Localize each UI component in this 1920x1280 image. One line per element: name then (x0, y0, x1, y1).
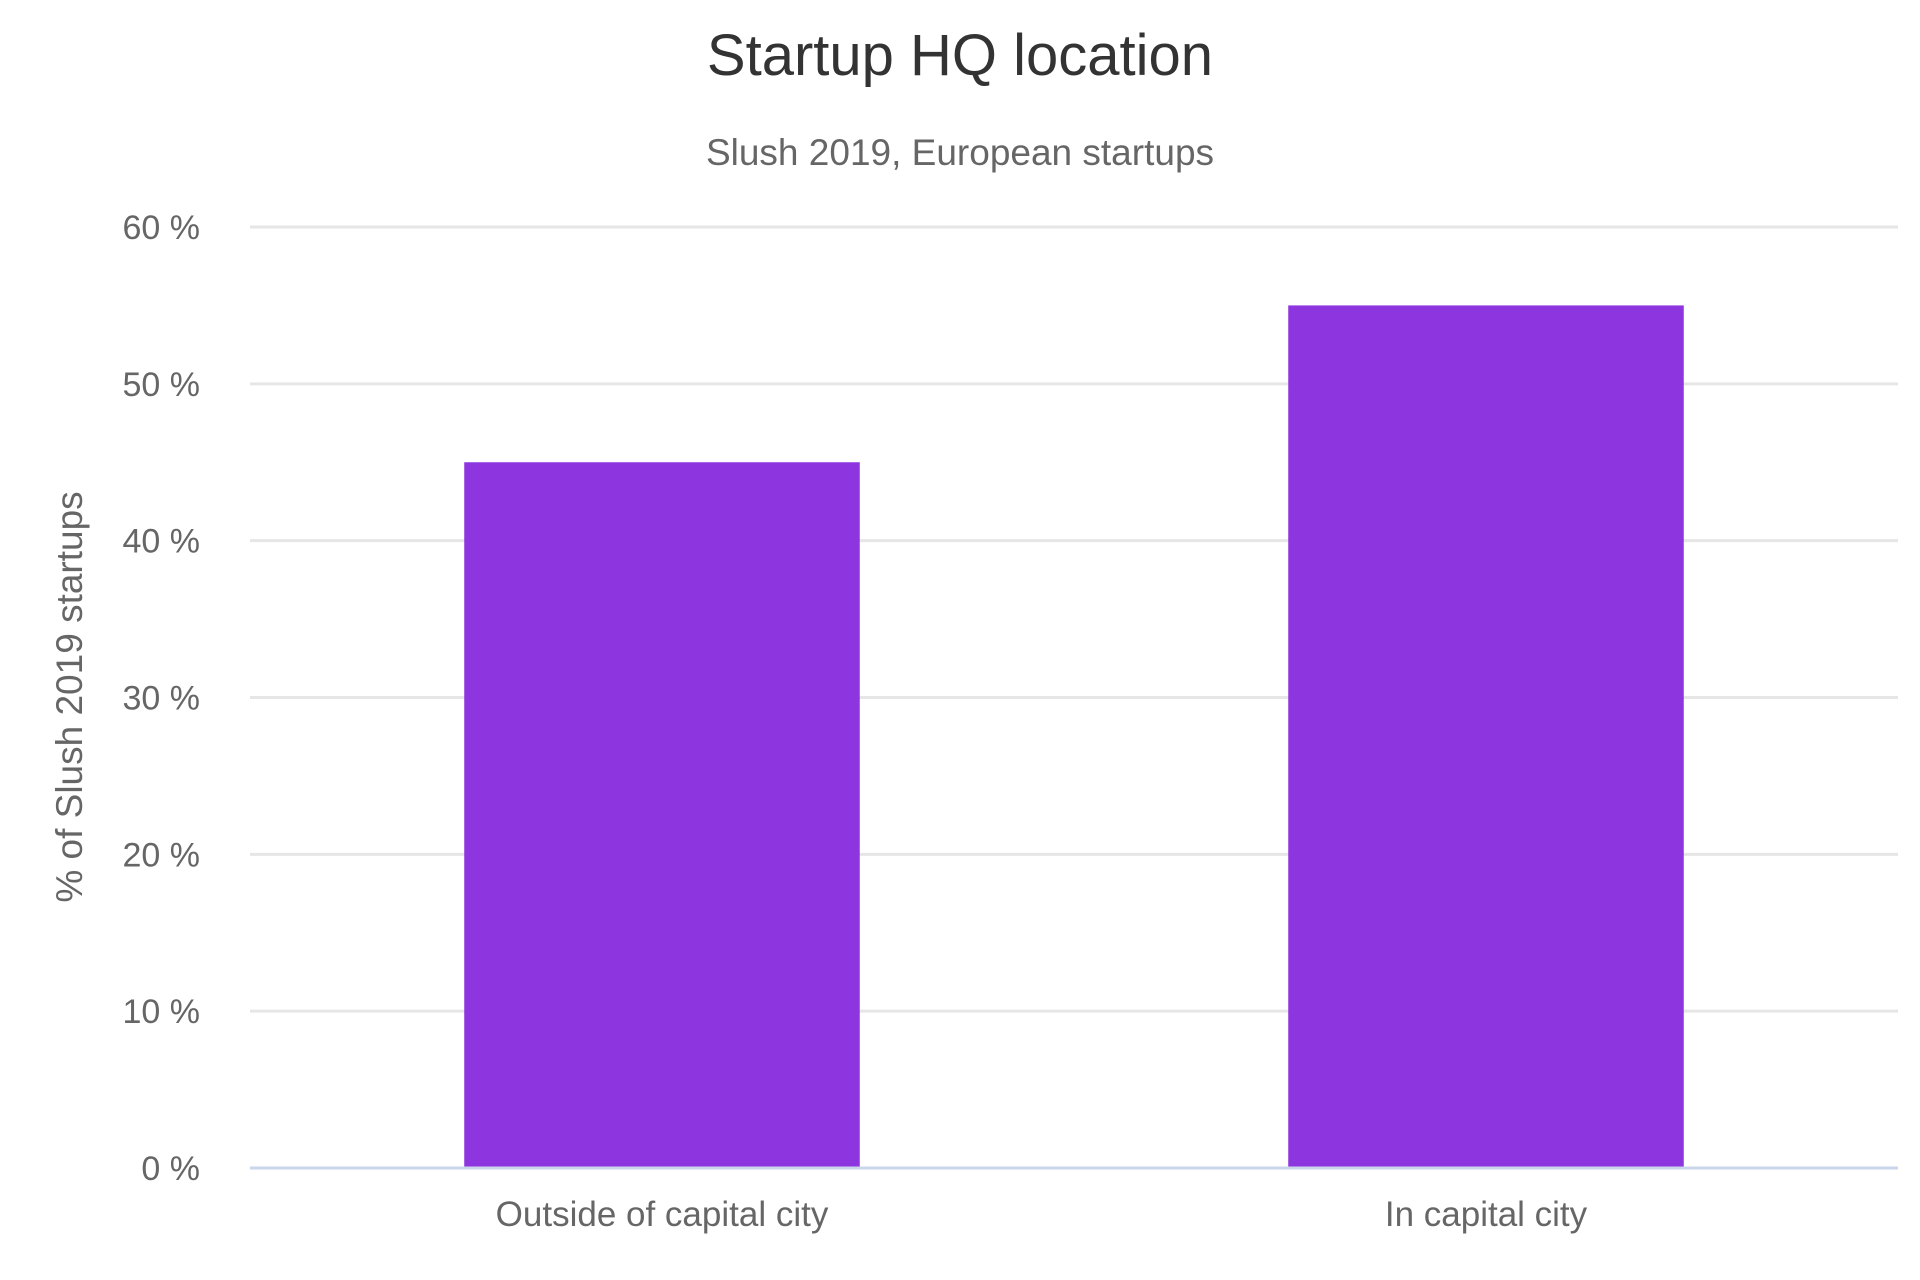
bar[interactable] (1288, 305, 1684, 1169)
y-tick-label: 30 % (123, 680, 201, 718)
bar[interactable] (464, 462, 860, 1168)
y-axis-ticks: 0 % 10 % 20 % 30 % 40 % 50 % 60 % (123, 209, 201, 1188)
x-tick-label: In capital city (1385, 1195, 1588, 1234)
x-tick-label: Outside of capital city (496, 1195, 829, 1234)
chart-title: Startup HQ location (707, 23, 1213, 88)
y-tick-label: 0 % (141, 1150, 200, 1188)
y-tick-label: 20 % (123, 836, 201, 874)
chart-subtitle: Slush 2019, European startups (706, 132, 1214, 173)
y-axis-title: % of Slush 2019 startups (49, 491, 90, 902)
bars (464, 305, 1684, 1169)
x-axis-ticks: Outside of capital city In capital city (496, 1195, 1588, 1234)
y-tick-label: 40 % (123, 523, 201, 561)
y-tick-label: 10 % (123, 993, 201, 1031)
y-tick-label: 60 % (123, 209, 201, 247)
y-tick-label: 50 % (123, 366, 201, 404)
